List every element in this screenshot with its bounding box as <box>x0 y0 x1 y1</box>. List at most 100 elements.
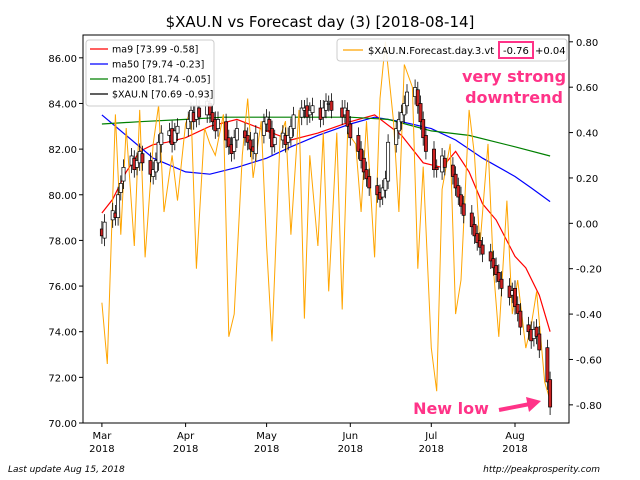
candle-body <box>286 135 291 143</box>
candle-body <box>450 164 455 177</box>
candle-body <box>148 160 153 175</box>
candle-body <box>243 130 247 139</box>
legend-label: ma9 [73.99 -0.58] <box>112 45 198 56</box>
candle-body <box>461 203 466 216</box>
candle-body <box>402 103 407 116</box>
y-right-tick-label: 0.60 <box>576 83 598 94</box>
x-tick-label: 2018 <box>89 444 114 455</box>
y-left-tick-label: 76.00 <box>48 282 77 293</box>
candle-body <box>153 160 158 173</box>
y-right-tick-label: -0.80 <box>576 401 602 412</box>
candle-body <box>329 100 334 111</box>
series-line-ma50 <box>101 114 551 203</box>
series-group <box>99 41 553 416</box>
series-line-ma200 <box>101 116 551 157</box>
x-tick-label: 2018 <box>254 444 279 455</box>
candle-body <box>299 107 304 118</box>
candle-body <box>469 212 474 228</box>
y-right-tick-label: 0.00 <box>576 219 598 230</box>
x-tick-label: Jun <box>341 431 358 442</box>
legend-right-value: -0.76 <box>503 46 529 57</box>
candle-body <box>491 258 496 269</box>
x-tick-label: 2018 <box>338 444 363 455</box>
candle-body <box>380 187 385 198</box>
candle-body <box>356 135 361 152</box>
candle-body <box>226 137 231 148</box>
annotation-new-low: New low <box>413 399 489 418</box>
candle-body <box>216 119 220 129</box>
candle-body <box>375 185 380 196</box>
legend-label: ma200 [81.74 -0.05] <box>112 75 210 86</box>
candle-body <box>432 148 436 171</box>
candle-body <box>399 112 404 123</box>
candle-body <box>434 167 439 171</box>
legend-right-value-box <box>498 41 534 59</box>
annotation-downtrend-line2: downtrend <box>465 88 563 107</box>
x-tick-label: Aug <box>505 431 525 442</box>
legend-left: ma9 [73.99 -0.58] ma50 [79.74 -0.23] ma200… <box>85 39 215 107</box>
candle-body <box>421 119 426 139</box>
candle-body <box>135 160 139 168</box>
candle-body <box>175 125 180 134</box>
candle-body <box>534 326 539 337</box>
candle-body <box>140 153 145 164</box>
candle-body <box>288 125 293 139</box>
candle-body <box>394 128 399 145</box>
candle-body <box>472 224 477 237</box>
candle-body <box>361 157 366 173</box>
candle-body <box>515 303 520 314</box>
annotation-downtrend-line1: very strong <box>462 67 566 86</box>
candle-body <box>245 135 250 143</box>
candle-body <box>383 178 388 191</box>
candle-body <box>172 130 177 143</box>
footer-last-update: Last update Aug 15, 2018 <box>8 465 125 475</box>
candle-body <box>159 132 164 145</box>
candle-body <box>324 100 328 111</box>
axes-layer: 70.00 72.00 74.00 76.00 78.00 80.00 82.00 84.00… <box>48 38 602 455</box>
y-left-tick-label: 78.00 <box>48 236 77 247</box>
candle-body <box>224 121 229 141</box>
candle-body <box>496 272 501 282</box>
y-left-tick-label: 74.00 <box>48 328 77 339</box>
candle-body <box>210 112 215 123</box>
x-tick-label: 2018 <box>419 444 444 455</box>
candle-body <box>499 278 504 289</box>
series-layer <box>99 41 553 416</box>
candle-body <box>488 251 493 262</box>
legend-label: ma50 [79.74 -0.23] <box>112 60 204 71</box>
candle-body <box>345 109 350 127</box>
y-left-tick-label: 80.00 <box>48 191 77 202</box>
candle-body <box>261 121 266 136</box>
x-tick-label: 2018 <box>173 444 198 455</box>
candle-body <box>518 310 523 328</box>
legend-right-label: $XAU.N.Forecast.day.3.vt <box>368 46 494 57</box>
y-left-tick-label: 86.00 <box>48 54 77 65</box>
candle-body <box>480 244 485 255</box>
candle-body <box>526 324 531 333</box>
y-right-tick-label: -0.60 <box>576 355 602 366</box>
candle-body <box>405 91 409 107</box>
candle-body <box>418 103 423 123</box>
candle-body <box>364 169 369 180</box>
candles-group <box>99 79 553 416</box>
candle-body <box>197 107 202 118</box>
candle-body <box>513 287 517 307</box>
candle-body <box>459 194 463 207</box>
candle-body <box>118 183 123 193</box>
candle-body <box>453 173 458 189</box>
y-right-tick-label: -0.40 <box>576 310 602 321</box>
candle-body <box>102 221 107 239</box>
y-left-tick-label: 82.00 <box>48 145 77 156</box>
candle-body <box>151 169 156 177</box>
candle-body <box>348 123 353 139</box>
candle-body <box>477 240 482 248</box>
y-right-tick-label: 0.40 <box>576 129 598 140</box>
legend-left-box <box>85 39 215 107</box>
chart-title: $XAU.N vs Forecast day (3) [2018-08-14] <box>166 13 475 31</box>
x-tick-label: Mar <box>92 431 112 442</box>
candle-body <box>321 107 326 118</box>
x-tick-label: 2018 <box>502 444 527 455</box>
candle-body <box>545 347 550 383</box>
x-tick-label: Apr <box>177 431 195 442</box>
candle-body <box>186 119 191 129</box>
